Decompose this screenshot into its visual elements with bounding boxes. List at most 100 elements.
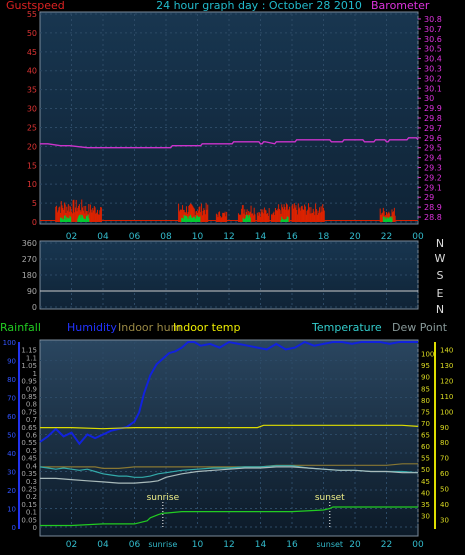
legend-rainfall: Rainfall — [0, 321, 41, 334]
baro-tick-label: 30.8 — [424, 15, 442, 24]
indoor-temp-tick-label: 100 — [421, 351, 434, 359]
x-tick-label: 18 — [318, 232, 330, 242]
indoor-temp-tick-label: 50 — [421, 466, 430, 474]
baro-tick-label: 29.2 — [424, 173, 442, 182]
x-tick-label: 02 — [66, 540, 77, 550]
legend-dew-point: Dew Point — [392, 321, 448, 334]
baro-tick-label: 29.9 — [424, 104, 442, 113]
x-tick-label: 22 — [381, 540, 392, 550]
indoor-hum-tick-label: 120 — [440, 378, 453, 386]
rainfall-tick-label: 0.45 — [21, 455, 37, 463]
indoor-hum-tick-label: 100 — [440, 408, 453, 416]
baro-tick-label: 29.4 — [424, 154, 442, 163]
compass-label: E — [437, 287, 444, 300]
rainfall-tick-label: 0.05 — [21, 516, 37, 524]
indoor-hum-tick-label: 90 — [440, 424, 449, 432]
baro-tick-label: 30.6 — [424, 35, 442, 44]
indoor-hum-tick-label: 40 — [440, 501, 449, 509]
rainfall-tick-label: 1.05 — [21, 362, 37, 370]
legend-temperature: Temperature — [311, 321, 382, 334]
indoor-hum-tick-label: 50 — [440, 485, 449, 493]
indoor-temp-tick-label: 40 — [421, 489, 430, 497]
baro-tick-label: 29 — [424, 193, 434, 202]
rainfall-tick-label: 0.25 — [21, 485, 37, 493]
humidity-tick-label: 60 — [7, 413, 16, 421]
humidity-tick-label: 30 — [7, 469, 16, 477]
x-tick-label: 22 — [381, 232, 392, 242]
gust-tick-label: 30 — [27, 105, 37, 114]
gust-tick-label: 35 — [27, 86, 37, 95]
wind-baro-plot-area — [39, 11, 419, 225]
humidity-line — [39, 340, 418, 446]
baro-tick-label: 30 — [424, 94, 434, 103]
compass-label: W — [435, 252, 446, 265]
rainfall-tick-label: 0.35 — [21, 470, 37, 478]
humidity-tick-label: 80 — [7, 376, 16, 384]
rainfall-tick-label: 0.1 — [26, 509, 37, 517]
gust-tick-label: 50 — [27, 29, 37, 38]
rainfall-tick-label: 0 — [33, 524, 37, 532]
x-tick-label: 14 — [255, 540, 267, 550]
rainfall-tick-label: 1.1 — [26, 354, 37, 362]
indoor-temp-tick-label: 45 — [421, 478, 430, 486]
gustspeed-axis-label: Gustspeed — [6, 0, 65, 12]
x-tick-label: 16 — [286, 540, 298, 550]
rainfall-tick-label: 0.75 — [21, 408, 37, 416]
baro-tick-label: 29.1 — [424, 183, 442, 192]
indoor-temp-tick-label: 80 — [421, 397, 430, 405]
temp-hum-gridlines — [40, 341, 419, 528]
direction-tick-label: 180 — [22, 271, 37, 280]
rainfall-tick-label: 0.95 — [21, 378, 37, 386]
indoor-temp-tick-label: 75 — [421, 408, 430, 416]
direction-tick-label: 0 — [32, 303, 37, 312]
humidity-tick-label: 100 — [3, 339, 16, 347]
baro-tick-label: 30.5 — [424, 45, 442, 54]
x-tick-label: 12 — [223, 232, 234, 242]
compass-label: N — [436, 237, 444, 250]
baro-tick-label: 30.1 — [424, 84, 442, 93]
indoor-temp-line — [40, 424, 419, 430]
rainfall-tick-label: 0.85 — [21, 393, 37, 401]
sun-marker-label: sunrise — [147, 493, 180, 503]
wind-baro-gridlines — [40, 13, 419, 223]
indoor-temp-tick-label: 85 — [421, 385, 430, 393]
humidity-tick-label: 90 — [7, 358, 16, 366]
indoor-temp-tick-label: 30 — [421, 512, 430, 520]
sun-axis-label: sunrise — [148, 540, 177, 549]
baro-tick-label: 29.7 — [424, 124, 442, 133]
baro-tick-label: 29.6 — [424, 134, 442, 143]
humidity-tick-label: 10 — [7, 506, 16, 514]
rainfall-tick-label: 0.7 — [26, 416, 37, 424]
gust-tick-label: 0 — [32, 218, 37, 227]
rainfall-tick-label: 0.8 — [26, 401, 37, 409]
x-tick-label: 04 — [97, 232, 109, 242]
gust-tick-label: 45 — [27, 48, 37, 57]
legend-humidity: Humidity — [67, 321, 117, 334]
indoor-hum-tick-label: 110 — [440, 393, 453, 401]
humidity-tick-label: 40 — [7, 450, 16, 458]
indoor-hum-tick-label: 130 — [440, 362, 453, 370]
wind-baro-series — [40, 137, 419, 222]
baro-tick-label: 30.4 — [424, 55, 442, 64]
x-tick-label: 00 — [412, 232, 424, 242]
temp-hum-series: sunrise sunset — [39, 340, 419, 527]
gust-tick-label: 55 — [27, 10, 37, 19]
x-tick-label: 12 — [223, 540, 234, 550]
gust-tick-label: 20 — [27, 142, 37, 151]
indoor-temp-tick-label: 35 — [421, 501, 430, 509]
sun-axis-label: sunset — [317, 540, 344, 549]
barometer-axis-label: Barometer — [371, 0, 430, 12]
indoor-temp-tick-label: 70 — [421, 420, 430, 428]
x-tick-label: 16 — [286, 232, 298, 242]
baro-tick-label: 29.5 — [424, 144, 442, 153]
rainfall-tick-label: 0.65 — [21, 424, 37, 432]
x-tick-label: 10 — [192, 540, 204, 550]
humidity-tick-label: 20 — [7, 487, 16, 495]
x-tick-label: 02 — [66, 232, 77, 242]
gust-tick-label: 15 — [27, 161, 37, 170]
rainfall-line — [40, 506, 418, 527]
x-tick-label: 08 — [160, 232, 172, 242]
legend-indoor-temp: Indoor temp — [173, 321, 240, 334]
